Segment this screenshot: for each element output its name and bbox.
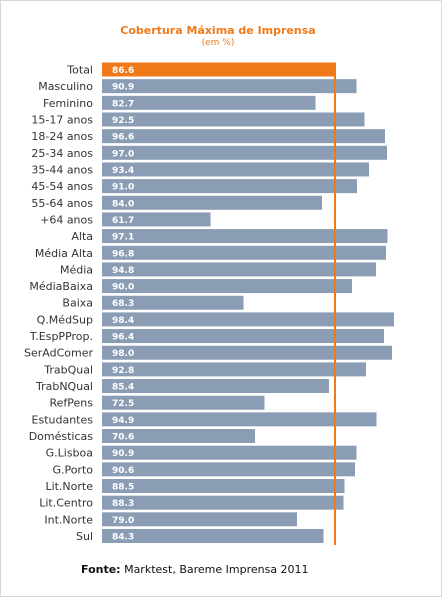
bar bbox=[102, 112, 365, 127]
value-label: 90.6 bbox=[112, 466, 134, 476]
category-label: MédiaBaixa bbox=[29, 280, 93, 293]
value-label: 96.4 bbox=[112, 333, 134, 343]
bar bbox=[102, 79, 357, 94]
category-label: 55-64 anos bbox=[31, 197, 93, 210]
value-label: 85.4 bbox=[112, 383, 134, 393]
value-label: 96.8 bbox=[112, 249, 134, 259]
category-label: Estudantes bbox=[32, 413, 94, 426]
value-label: 84.0 bbox=[112, 199, 134, 209]
bar bbox=[102, 512, 297, 527]
value-label: 98.4 bbox=[112, 316, 134, 326]
value-label: 97.0 bbox=[112, 149, 134, 159]
category-label: G.Lisboa bbox=[46, 447, 93, 460]
category-label: Alta bbox=[71, 230, 93, 243]
category-label: SerAdComer bbox=[24, 347, 93, 360]
value-label: 98.0 bbox=[112, 349, 134, 359]
bar bbox=[102, 195, 322, 210]
bar bbox=[102, 262, 376, 277]
value-label: 97.1 bbox=[112, 233, 134, 243]
bar bbox=[102, 479, 345, 493]
value-label: 88.5 bbox=[112, 483, 134, 493]
bar bbox=[102, 279, 352, 294]
category-label: TrabNQual bbox=[35, 380, 93, 393]
category-label: Int.Norte bbox=[44, 513, 93, 526]
category-label: TrabQual bbox=[43, 363, 93, 376]
source-note: Fonte: Marktest, Bareme Imprensa 2011 bbox=[81, 563, 309, 576]
value-label: 94.8 bbox=[112, 266, 134, 276]
bar bbox=[102, 445, 357, 460]
value-label: 90.0 bbox=[112, 283, 134, 293]
source-text: Marktest, Bareme Imprensa 2011 bbox=[120, 563, 309, 576]
chart: Cobertura Máxima de Imprensa (em %) Tota… bbox=[24, 24, 394, 545]
category-label: Domésticas bbox=[29, 430, 94, 443]
bar bbox=[102, 395, 265, 410]
bar-highlight bbox=[102, 62, 335, 77]
bar bbox=[102, 162, 369, 177]
value-label: 92.8 bbox=[112, 366, 134, 376]
bar bbox=[102, 129, 385, 144]
value-label: 92.5 bbox=[112, 116, 134, 126]
bar bbox=[102, 345, 392, 360]
value-label: 96.6 bbox=[112, 133, 134, 143]
category-label: Sul bbox=[76, 530, 93, 543]
bar bbox=[102, 212, 211, 227]
value-label: 61.7 bbox=[112, 216, 134, 226]
bar bbox=[102, 145, 387, 160]
value-label: 88.3 bbox=[112, 499, 134, 509]
category-label: Total bbox=[66, 64, 93, 77]
bar bbox=[102, 229, 388, 244]
value-label: 94.9 bbox=[112, 416, 134, 426]
category-label: Média Alta bbox=[35, 247, 93, 260]
source-label: Fonte: bbox=[81, 563, 121, 576]
category-label: Feminino bbox=[43, 97, 93, 110]
chart-title: Cobertura Máxima de Imprensa bbox=[120, 24, 315, 37]
bar bbox=[102, 462, 355, 477]
category-label: Q.MédSup bbox=[37, 313, 93, 326]
category-label: Média bbox=[60, 263, 93, 276]
bar bbox=[102, 379, 329, 394]
bar bbox=[102, 412, 377, 427]
bar bbox=[102, 312, 394, 327]
value-label: 82.7 bbox=[112, 99, 134, 109]
value-label: 68.3 bbox=[112, 299, 134, 309]
value-label: 91.0 bbox=[112, 183, 134, 193]
value-label: 84.3 bbox=[112, 532, 134, 542]
category-label: Masculino bbox=[38, 80, 93, 93]
category-label: T.EspPProp. bbox=[29, 330, 93, 343]
bar bbox=[102, 429, 255, 444]
category-label: RefPens bbox=[49, 397, 93, 410]
bar bbox=[102, 329, 384, 344]
bar bbox=[102, 95, 316, 110]
category-label: Lit.Centro bbox=[39, 497, 93, 510]
value-label: 90.9 bbox=[112, 449, 134, 459]
bar bbox=[102, 179, 357, 194]
value-label: 72.5 bbox=[112, 399, 134, 409]
bar bbox=[102, 245, 386, 260]
value-label: 70.6 bbox=[112, 433, 134, 443]
category-label: 25-34 anos bbox=[31, 147, 93, 160]
category-label: 45-54 anos bbox=[31, 180, 93, 193]
chart-subtitle: (em %) bbox=[202, 38, 235, 48]
bar bbox=[102, 528, 324, 543]
value-label: 79.0 bbox=[112, 516, 134, 526]
value-label: 93.4 bbox=[112, 166, 134, 176]
category-label: Lit.Norte bbox=[45, 480, 93, 493]
bar bbox=[102, 362, 366, 377]
category-label: 35-44 anos bbox=[31, 163, 93, 176]
category-label: 18-24 anos bbox=[31, 130, 93, 143]
bar bbox=[102, 295, 244, 310]
value-label: 86.6 bbox=[112, 66, 134, 76]
category-label: 15-17 anos bbox=[31, 113, 93, 126]
bar bbox=[102, 495, 344, 510]
category-label: +64 anos bbox=[40, 213, 93, 226]
bars-group: Total 86.6 Masculino 90.9 Feminino 82.7 15-17 … bbox=[24, 62, 394, 543]
category-label: G.Porto bbox=[52, 463, 93, 476]
value-label: 90.9 bbox=[112, 83, 134, 93]
category-label: Baixa bbox=[62, 297, 93, 310]
